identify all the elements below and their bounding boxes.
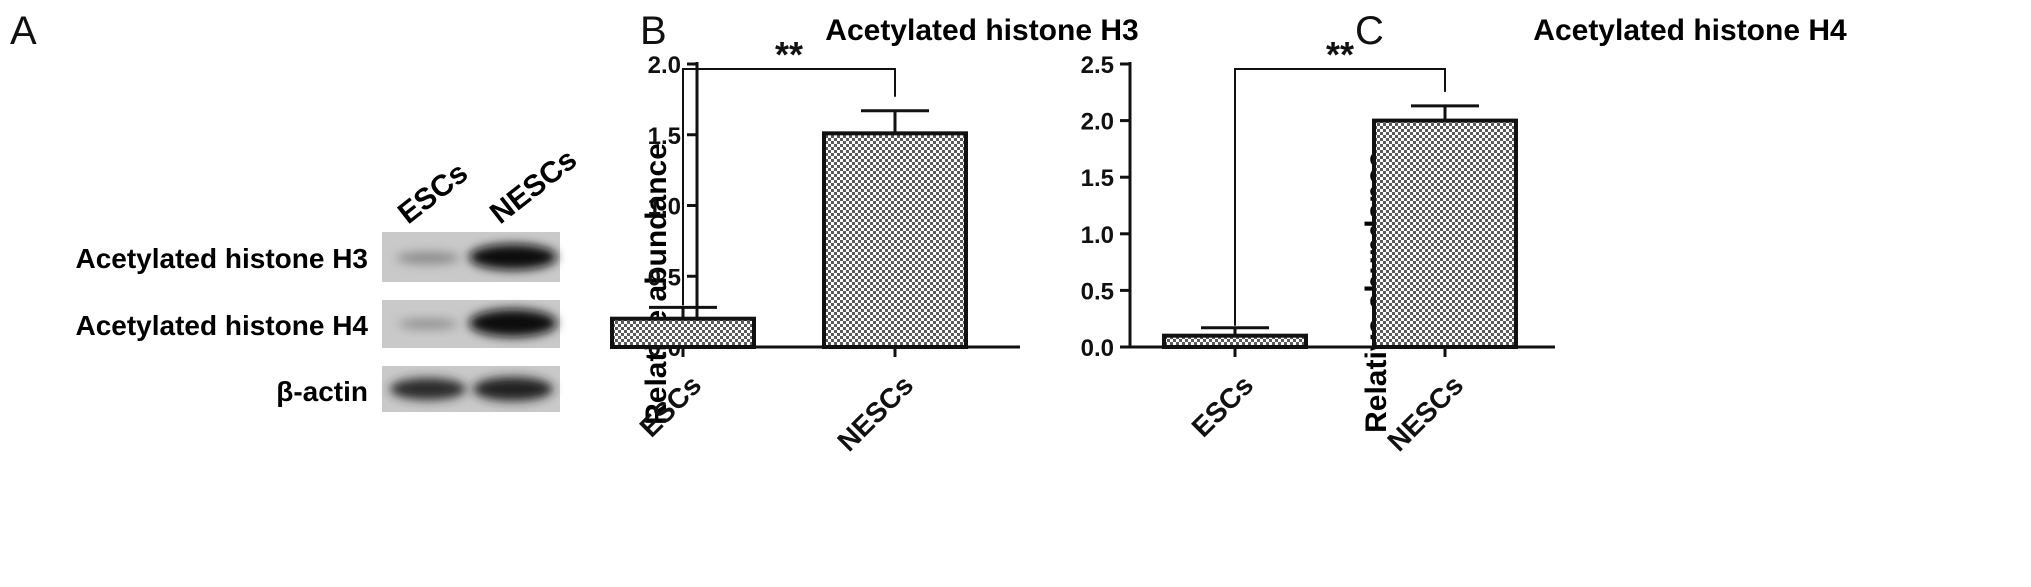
chart-b-bar-nescs: [822, 131, 968, 349]
blot-column-label-escs: ESCs: [392, 156, 474, 230]
chart-b-y-tick-label: 1.0: [648, 194, 681, 221]
panel-a: A ESCs NESCs Acetylated histone H3 Acety…: [10, 9, 583, 412]
blot-row-label-h3: Acetylated histone H3: [75, 243, 368, 274]
chart-b-title: Acetylated histone H3: [825, 14, 1138, 47]
blot-row-label-h4: Acetylated histone H4: [75, 310, 368, 341]
chart-c-bar-nescs: [1372, 118, 1518, 349]
chart-c-significance-bracket: [1234, 68, 1446, 326]
chart-c-y-tick-label: 1.5: [1081, 165, 1114, 192]
chart-b-ylabel: Relative abundance: [640, 143, 673, 425]
chart-b-y-tick-label: 2.0: [648, 52, 681, 79]
band-h3-nescs: [469, 244, 557, 270]
chart-b-significance-bracket: [682, 68, 896, 306]
chart-c-y-tick-label: 0.5: [1081, 278, 1114, 305]
chart-panel-c: C Acetylated histone H4 Relative abundan…: [1081, 9, 1847, 457]
chart-c-y-tick-label: 0.0: [1081, 335, 1114, 362]
chart-c-y-tick-label: 1.0: [1081, 222, 1114, 249]
band-actin-escs: [390, 378, 466, 400]
blot-strip-h4: [382, 300, 560, 348]
panel-c-letter: C: [1355, 9, 1384, 53]
chart-c-bar-escs: [1162, 333, 1308, 349]
chart-b-bars: **: [610, 34, 968, 350]
chart-b-category-label-nescs: NESCs: [831, 369, 919, 457]
blot-strip-actin: [382, 366, 560, 412]
chart-b-y-tick-label: 1.5: [648, 123, 681, 150]
blot-strip-h3: [382, 232, 560, 282]
chart-c-category-label-nescs: NESCs: [1381, 369, 1469, 457]
band-h4-nescs: [469, 309, 557, 337]
chart-b-y-tick-label: 0.5: [648, 264, 681, 291]
blot-row-label-actin: β-actin: [276, 376, 368, 407]
chart-c-title: Acetylated histone H4: [1533, 14, 1847, 47]
chart-b-bar-escs: [610, 316, 756, 350]
band-h4-escs: [398, 319, 458, 329]
chart-c-category-label-escs: ESCs: [1186, 369, 1260, 443]
chart-b-significance-label: **: [775, 34, 803, 75]
band-actin-nescs: [473, 377, 553, 401]
panel-b-letter: B: [640, 9, 667, 53]
chart-panel-b: B Acetylated histone H3 Relative abundan…: [610, 9, 1139, 457]
blot-column-label-nescs: NESCs: [484, 143, 583, 231]
band-h3-escs: [396, 252, 460, 264]
chart-c-bars: **: [1162, 34, 1518, 349]
chart-c-y-tick-label: 2.0: [1081, 109, 1114, 136]
chart-c-significance-label: **: [1326, 34, 1354, 75]
panel-a-letter: A: [10, 9, 37, 53]
chart-c-y-tick-label: 2.5: [1081, 52, 1114, 79]
